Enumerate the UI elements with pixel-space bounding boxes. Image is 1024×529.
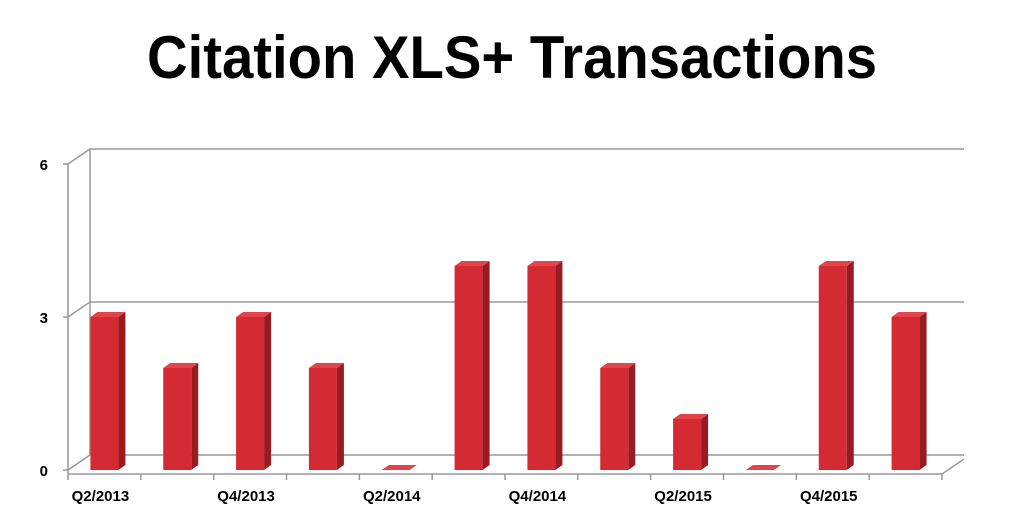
y-tick-label: 3 bbox=[40, 310, 48, 327]
bar-side bbox=[336, 363, 344, 470]
bar bbox=[818, 261, 854, 470]
bar-side bbox=[555, 261, 563, 470]
bar-face bbox=[236, 317, 265, 470]
bar-face bbox=[818, 266, 847, 470]
bar-side bbox=[701, 414, 709, 470]
x-tick-label: Q4/2014 bbox=[509, 488, 567, 505]
bar-side bbox=[846, 261, 854, 470]
bar-top bbox=[600, 363, 636, 368]
bar bbox=[745, 465, 781, 470]
bar-face bbox=[527, 266, 556, 470]
bar-side bbox=[628, 363, 636, 470]
bar-top bbox=[381, 465, 417, 470]
bar bbox=[527, 261, 563, 470]
x-tick-label: Q4/2013 bbox=[217, 488, 275, 505]
bar-top bbox=[454, 261, 490, 266]
bar-top bbox=[673, 414, 709, 419]
bar-top bbox=[745, 465, 781, 470]
grid-line bbox=[67, 148, 964, 165]
bar-top bbox=[891, 312, 927, 317]
bar-top bbox=[818, 261, 854, 266]
bar-side bbox=[919, 312, 927, 470]
bar-side bbox=[118, 312, 126, 470]
bar-side bbox=[482, 261, 490, 470]
bar-top bbox=[527, 261, 563, 266]
bar-face bbox=[673, 419, 702, 470]
bar-face bbox=[308, 368, 337, 470]
x-tick-label: Q4/2015 bbox=[800, 488, 858, 505]
chart-title: Citation XLS+ Transactions bbox=[147, 24, 877, 91]
grid-line bbox=[67, 454, 964, 471]
bar bbox=[236, 312, 272, 470]
bar-face bbox=[454, 266, 483, 470]
bar-top bbox=[308, 363, 344, 368]
x-tick-label: Q2/2013 bbox=[72, 488, 130, 505]
y-tick-label: 6 bbox=[40, 157, 48, 174]
bar bbox=[381, 465, 417, 470]
x-tick-label: Q2/2015 bbox=[654, 488, 712, 505]
grid-line bbox=[67, 301, 964, 318]
bar-face bbox=[891, 317, 920, 470]
bar-side bbox=[191, 363, 199, 470]
bar bbox=[454, 261, 490, 470]
bar-top bbox=[90, 312, 126, 317]
bar bbox=[163, 363, 199, 470]
bar-top bbox=[236, 312, 272, 317]
bar-face bbox=[600, 368, 629, 470]
bar-face bbox=[90, 317, 119, 470]
bar bbox=[600, 363, 636, 470]
bar-face bbox=[163, 368, 192, 470]
bar bbox=[90, 312, 126, 470]
x-tick-label: Q2/2014 bbox=[363, 488, 421, 505]
bar bbox=[308, 363, 344, 470]
bar-side bbox=[264, 312, 272, 470]
bar bbox=[891, 312, 927, 470]
bar bbox=[673, 414, 709, 470]
y-tick-label: 0 bbox=[40, 463, 48, 480]
bar-top bbox=[163, 363, 199, 368]
